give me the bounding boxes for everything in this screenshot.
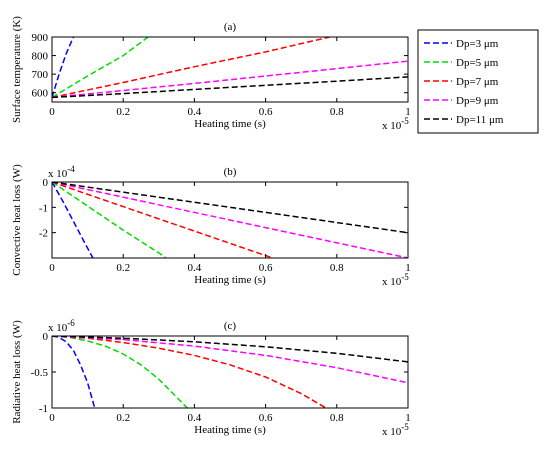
legend-label: Dp=5 μm (456, 57, 499, 69)
series-line-5 (52, 182, 408, 234)
x-axis-multiplier: x 10-5 (382, 272, 409, 288)
x-axis-multiplier: x 10-5 (382, 422, 409, 438)
x-tick-label: 0.4 (188, 262, 202, 274)
x-tick-label: 0 (49, 106, 55, 118)
legend: Dp=3 μm Dp=5 μm Dp=7 μm Dp=9 μm Dp=11 μm (417, 29, 539, 134)
x-tick-label: 0.2 (116, 106, 130, 118)
x-axis-label: Heating time (s) (194, 424, 266, 436)
series-line-3 (52, 336, 327, 408)
series-line-2 (52, 336, 188, 408)
y-tick-label: 600 (32, 88, 49, 100)
series-line-3 (52, 37, 330, 99)
series-line-1 (52, 336, 96, 408)
legend-label: Dp=9 μm (456, 95, 499, 107)
series-line-4 (52, 60, 408, 99)
series-line-1 (52, 37, 75, 98)
panel-c: 0 0.2 0.4 0.6 0.8 1 0 -0.5 -1 (c) Heating time (s)… (11, 318, 411, 438)
x-tick-label: 0.4 (188, 412, 202, 424)
y-tick-label: 700 (32, 69, 49, 81)
x-tick-label: 0.6 (259, 106, 273, 118)
series-line-2 (52, 37, 149, 99)
x-tick-label: 0 (49, 412, 55, 424)
series-line-5 (52, 336, 408, 363)
y-tick-label: 900 (32, 32, 49, 44)
y-tick-label: -0.5 (31, 367, 49, 379)
y-tick-label: 800 (32, 51, 49, 63)
panel-a: 0 0.2 0.4 0.6 0.8 1 600 700 800 900 (a) Heating tim… (11, 16, 411, 132)
y-tick-label: -1 (39, 202, 48, 214)
y-tick-label: -2 (39, 228, 48, 240)
x-tick-label: 0.2 (116, 262, 130, 274)
x-axis-label: Heating time (s) (194, 274, 266, 286)
x-tick-label: 0.6 (259, 412, 273, 424)
x-tick-label: 1 (405, 262, 411, 274)
legend-label: Dp=7 μm (456, 76, 499, 88)
y-tick-label: 0 (43, 331, 49, 343)
x-axis-multiplier: x 10-5 (382, 116, 409, 132)
series-line-3 (52, 182, 273, 258)
series-line-4 (52, 182, 408, 258)
legend-label: Dp=11 μm (456, 114, 504, 126)
legend-label: Dp=3 μm (456, 38, 499, 50)
y-tick-label: -1 (39, 403, 48, 415)
x-tick-label: 0.8 (330, 106, 344, 118)
x-tick-label: 0.2 (116, 412, 130, 424)
panel-title: (c) (224, 320, 237, 332)
x-tick-label: 1 (405, 106, 411, 118)
series-line-4 (52, 336, 408, 384)
panel-b: 0 0.2 0.4 0.6 0.8 1 0 -1 -2 (b) Heating time (s) Co… (11, 164, 411, 288)
y-axis-label: Convective heat loss (W) (11, 164, 23, 276)
series-line-2 (52, 182, 167, 258)
x-tick-label: 0.8 (330, 262, 344, 274)
y-axis-label: Radiative heat loss (W) (11, 320, 23, 424)
panel-title: (b) (224, 166, 237, 178)
series-line-1 (52, 182, 94, 258)
plot-frame (51, 181, 409, 259)
panel-title: (a) (224, 21, 237, 33)
x-tick-label: 0.4 (188, 106, 202, 118)
y-axis-multiplier: x 10-4 (48, 164, 75, 180)
y-axis-label: Surface temperature (K) (11, 16, 23, 123)
x-axis-label: Heating time (s) (194, 118, 266, 130)
series-line-5 (52, 76, 408, 99)
x-tick-label: 1 (405, 412, 411, 424)
x-tick-label: 0 (49, 262, 55, 274)
y-axis-multiplier: x 10-6 (48, 318, 75, 334)
plot-frame (51, 36, 409, 103)
x-tick-label: 0.8 (330, 412, 344, 424)
x-tick-label: 0.6 (259, 262, 273, 274)
y-tick-label: 0 (43, 177, 49, 189)
